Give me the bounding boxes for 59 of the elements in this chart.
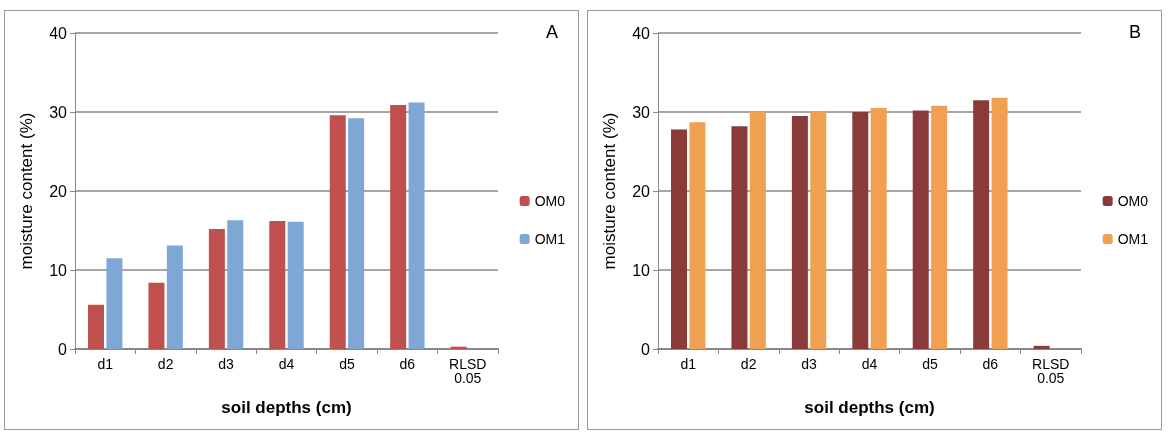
legend-label: OM0 [534, 193, 566, 209]
text: A [545, 22, 559, 42]
bar [208, 228, 225, 349]
bar [148, 282, 165, 349]
x-tick-label: d3 [801, 356, 818, 372]
bar [912, 110, 929, 349]
x-tick-label: d5 [339, 356, 355, 372]
x-tick-label: d1 [680, 356, 697, 372]
x-tick-label: d6 [982, 356, 999, 372]
bar [390, 104, 407, 349]
bar [106, 258, 123, 349]
bar [1033, 345, 1050, 349]
x-tick-label: d3 [218, 356, 235, 372]
x-tick-label: d4 [278, 356, 295, 372]
y-tick-label: 40 [632, 24, 651, 42]
x-tick-label: d2 [740, 356, 757, 372]
bar [227, 220, 244, 349]
bar [931, 105, 948, 349]
bar [749, 112, 766, 349]
bar [810, 111, 827, 349]
x-tick-label: d6 [399, 356, 416, 372]
y-tick-label: 20 [632, 182, 651, 200]
bar [287, 221, 304, 349]
bar [269, 221, 286, 349]
y-tick-label: 30 [49, 103, 68, 121]
x-tick-label: d1 [97, 356, 114, 372]
legend-label: OM1 [534, 231, 566, 247]
y-axis-title: moisture content (%) [17, 112, 36, 270]
bar [166, 245, 183, 349]
bar [791, 115, 808, 349]
bar [348, 118, 365, 349]
bar [329, 115, 346, 349]
x-tick-label: RLSD 0.05 [449, 356, 487, 386]
text: B [1128, 22, 1142, 42]
y-tick-label: 0 [58, 340, 68, 358]
x-tick-label: d5 [922, 356, 938, 372]
x-axis-title: soil depths (cm) [804, 398, 935, 417]
bar [88, 304, 105, 349]
y-tick-label: 30 [632, 103, 651, 121]
bar [408, 102, 425, 349]
bar [973, 100, 990, 349]
x-tick-label: RLSD 0.05 [1032, 356, 1070, 386]
x-tick-label: d4 [861, 356, 878, 372]
y-tick-label: 10 [632, 261, 651, 279]
bar [731, 126, 748, 349]
bar [991, 97, 1008, 349]
bar [671, 129, 688, 349]
bar [689, 122, 706, 349]
y-tick-label: 0 [641, 340, 651, 358]
y-tick-label: 20 [49, 182, 68, 200]
y-tick-label: 10 [49, 261, 68, 279]
y-axis-title: moisture content (%) [600, 112, 619, 270]
x-tick-label: d2 [157, 356, 174, 372]
bar [852, 112, 869, 349]
legend-label: OM1 [1117, 231, 1149, 247]
x-axis-title: soil depths (cm) [221, 398, 352, 417]
y-tick-label: 40 [49, 24, 68, 42]
bar [870, 108, 887, 349]
legend-label: OM0 [1117, 193, 1149, 209]
